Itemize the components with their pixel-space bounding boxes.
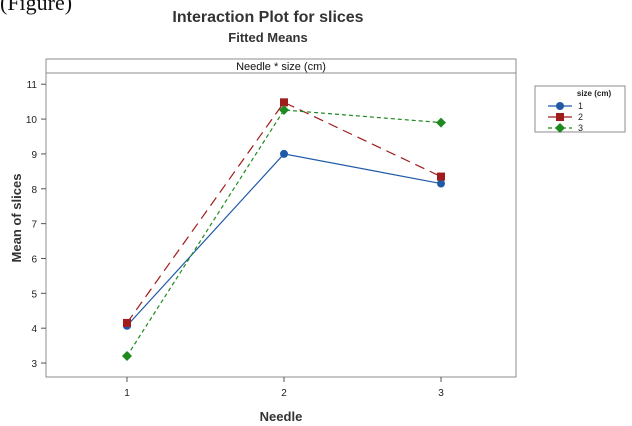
legend-box — [534, 85, 626, 133]
cropped-caption-text: (Figure) — [0, 0, 73, 15]
data-point-2 — [437, 172, 445, 181]
y-tick-label: 10 — [26, 115, 38, 126]
y-tick-label: 5 — [31, 289, 37, 300]
y-tick-label: 7 — [31, 220, 37, 231]
x-axis: 1 2 3 — [124, 377, 444, 399]
legend: size (cm) 123 — [534, 85, 626, 133]
data-point-3 — [279, 105, 289, 116]
x-tick-label: 2 — [281, 388, 287, 399]
y-tick-label: 6 — [31, 254, 37, 265]
data-point-1 — [437, 179, 445, 188]
data-point-2 — [123, 318, 131, 327]
y-tick-label: 3 — [31, 359, 37, 370]
legend-marker-1 — [556, 102, 564, 110]
y-tick-label: 11 — [27, 80, 38, 91]
y-tick-label: 8 — [31, 185, 37, 196]
data-point-1 — [280, 149, 288, 158]
x-axis-label: Needle — [260, 409, 303, 424]
y-axis-label: Mean of slices — [9, 174, 24, 263]
x-tick-label: 1 — [124, 388, 130, 399]
legend-marker-3 — [555, 123, 565, 133]
y-tick-label: 4 — [31, 324, 37, 335]
series-line-2 — [126, 101, 442, 324]
series-layer — [122, 98, 446, 362]
panel-label: Needle * size (cm) — [236, 61, 326, 73]
legend-label-1: 1 — [578, 101, 583, 111]
legend-marker-2 — [556, 113, 564, 121]
x-tick-label: 3 — [438, 388, 444, 399]
chart-title: Interaction Plot for slices — [172, 9, 363, 26]
y-tick-label: 9 — [31, 150, 37, 161]
data-point-2 — [280, 98, 288, 107]
legend-label-3: 3 — [578, 123, 583, 133]
data-point-3 — [436, 117, 446, 128]
legend-label-2: 2 — [578, 112, 583, 122]
y-axis: 3 4 5 6 7 8 9 10 11 — [26, 80, 46, 370]
chart-subtitle: Fitted Means — [228, 30, 307, 45]
legend-title: size (cm) — [577, 89, 612, 98]
legend-items: 123 — [548, 101, 583, 133]
data-point-3 — [122, 351, 132, 362]
